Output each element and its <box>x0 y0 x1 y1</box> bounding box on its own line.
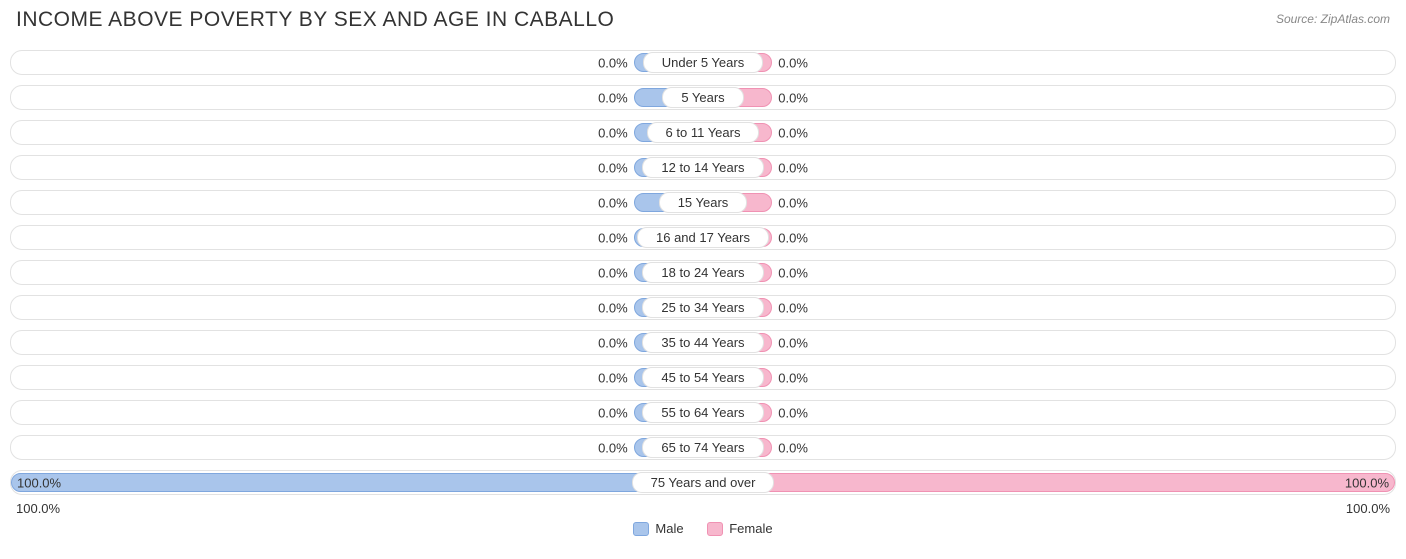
pct-label-male: 100.0% <box>17 475 61 490</box>
pct-label-male: 0.0% <box>598 300 628 315</box>
age-label: 16 and 17 Years <box>637 227 769 248</box>
chart-source: Source: ZipAtlas.com <box>1276 12 1390 26</box>
legend-item-female: Female <box>707 521 772 536</box>
age-label: 5 Years <box>662 87 743 108</box>
pct-label-male: 0.0% <box>598 55 628 70</box>
age-label: 35 to 44 Years <box>642 332 763 353</box>
axis-label-right: 100.0% <box>1346 501 1390 516</box>
chart-row: 0.0% 0.0% Under 5 Years <box>10 50 1396 75</box>
chart-row: 0.0% 0.0% 18 to 24 Years <box>10 260 1396 285</box>
chart-row: 0.0% 0.0% 15 Years <box>10 190 1396 215</box>
pct-label-male: 0.0% <box>598 405 628 420</box>
pct-label-female: 0.0% <box>778 160 808 175</box>
legend-item-male: Male <box>633 521 683 536</box>
age-label: 15 Years <box>659 192 748 213</box>
pct-label-female: 0.0% <box>778 125 808 140</box>
bar-male <box>11 473 703 492</box>
chart-row: 100.0% 100.0% 75 Years and over <box>10 470 1396 495</box>
pct-label-female: 0.0% <box>778 300 808 315</box>
pct-label-female: 0.0% <box>778 370 808 385</box>
pct-label-female: 100.0% <box>1345 475 1389 490</box>
pct-label-female: 0.0% <box>778 440 808 455</box>
chart-row: 0.0% 0.0% 5 Years <box>10 85 1396 110</box>
chart-title: INCOME ABOVE POVERTY BY SEX AND AGE IN C… <box>16 8 614 32</box>
chart-row: 0.0% 0.0% 65 to 74 Years <box>10 435 1396 460</box>
legend-label-male: Male <box>655 521 683 536</box>
chart-row: 0.0% 0.0% 6 to 11 Years <box>10 120 1396 145</box>
legend: Male Female <box>10 521 1396 539</box>
age-label: 12 to 14 Years <box>642 157 763 178</box>
pct-label-male: 0.0% <box>598 335 628 350</box>
age-label: 25 to 34 Years <box>642 297 763 318</box>
diverging-bar-chart: 0.0%0.0%Under 5 Years0.0%0.0%5 Years0.0%… <box>10 50 1396 495</box>
pct-label-male: 0.0% <box>598 125 628 140</box>
age-label: 65 to 74 Years <box>642 437 763 458</box>
swatch-male <box>633 522 649 536</box>
age-label: 6 to 11 Years <box>647 122 760 143</box>
pct-label-female: 0.0% <box>778 335 808 350</box>
chart-row: 0.0% 0.0% 16 and 17 Years <box>10 225 1396 250</box>
age-label: 18 to 24 Years <box>642 262 763 283</box>
chart-row: 0.0% 0.0% 25 to 34 Years <box>10 295 1396 320</box>
legend-label-female: Female <box>729 521 772 536</box>
axis-label-left: 100.0% <box>16 501 60 516</box>
bar-female <box>703 473 1395 492</box>
pct-label-female: 0.0% <box>778 230 808 245</box>
pct-label-male: 0.0% <box>598 90 628 105</box>
chart-row: 0.0% 0.0% 35 to 44 Years <box>10 330 1396 355</box>
pct-label-male: 0.0% <box>598 195 628 210</box>
chart-row: 0.0% 0.0% 45 to 54 Years <box>10 365 1396 390</box>
pct-label-male: 0.0% <box>598 370 628 385</box>
pct-label-female: 0.0% <box>778 405 808 420</box>
pct-label-female: 0.0% <box>778 55 808 70</box>
pct-label-male: 0.0% <box>598 265 628 280</box>
chart-row: 0.0% 0.0% 12 to 14 Years <box>10 155 1396 180</box>
swatch-female <box>707 522 723 536</box>
pct-label-female: 0.0% <box>778 195 808 210</box>
chart-row: 0.0% 0.0% 55 to 64 Years <box>10 400 1396 425</box>
age-label: 45 to 54 Years <box>642 367 763 388</box>
chart-header: INCOME ABOVE POVERTY BY SEX AND AGE IN C… <box>10 8 1396 32</box>
pct-label-female: 0.0% <box>778 90 808 105</box>
age-label: Under 5 Years <box>643 52 763 73</box>
pct-label-male: 0.0% <box>598 230 628 245</box>
pct-label-male: 0.0% <box>598 440 628 455</box>
pct-label-male: 0.0% <box>598 160 628 175</box>
age-label: 75 Years and over <box>632 472 775 493</box>
pct-label-female: 0.0% <box>778 265 808 280</box>
x-axis: 100.0% 100.0% <box>10 501 1396 519</box>
age-label: 55 to 64 Years <box>642 402 763 423</box>
